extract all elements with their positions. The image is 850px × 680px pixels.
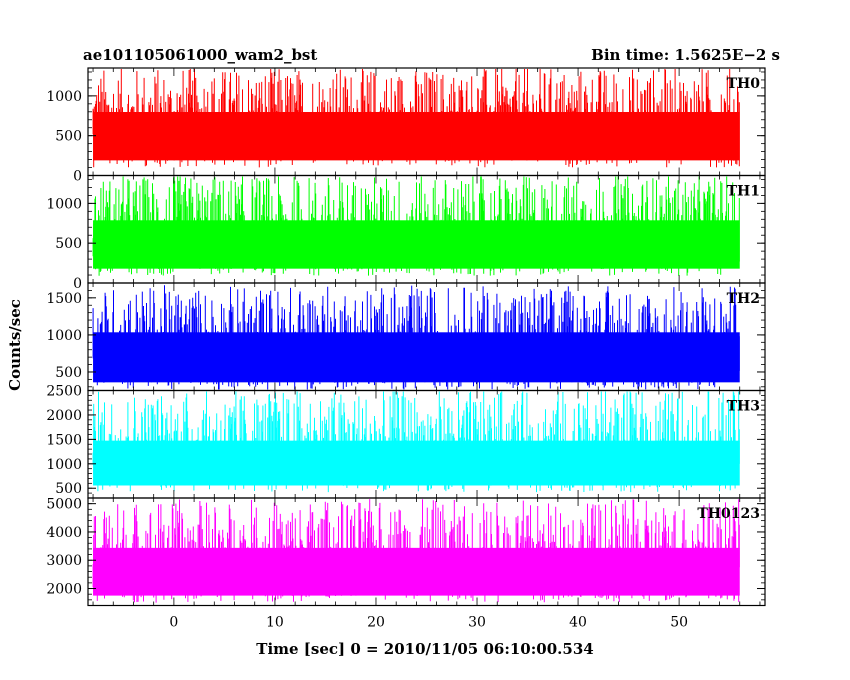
- panel-frame: [87, 497, 766, 607]
- x-tick-label: 50: [670, 615, 688, 631]
- y-tick-label: 1000: [46, 196, 82, 212]
- series-core-th0123: [93, 547, 740, 596]
- y-tick-label: 2500: [46, 384, 82, 400]
- panel-label: TH0123: [697, 506, 760, 522]
- y-tick-label: 5000: [46, 497, 82, 513]
- y-tick-label: 4000: [46, 525, 82, 541]
- chart-title-right: Bin time: 1.5625E−2 s: [591, 46, 780, 64]
- y-tick-label: 1000: [46, 89, 82, 105]
- panel-label: TH2: [727, 291, 760, 307]
- panel-th3: 500 1000 1500 2000 2500 TH3: [46, 384, 766, 499]
- y-tick-label: 500: [55, 365, 82, 381]
- y-tick-label: 500: [55, 236, 82, 252]
- y-tick-label: 1500: [46, 432, 82, 448]
- y-tick-label: 2000: [46, 582, 82, 598]
- panel-label: TH3: [727, 399, 760, 415]
- x-tick-label: 20: [367, 615, 385, 631]
- x-tick-label: 0: [169, 615, 178, 631]
- chart-title-left: ae101105061000_wam2_bst: [83, 46, 317, 64]
- y-tick-label: 500: [55, 129, 82, 145]
- y-tick-label: 0: [73, 169, 82, 185]
- y-tick-label: 1500: [46, 291, 82, 307]
- panel-th2: 500 1000 1500 TH2: [46, 282, 766, 392]
- panel-th0123: 2000 3000 4000 5000 TH0123: [46, 497, 766, 607]
- y-tick-label: 1000: [46, 457, 82, 473]
- x-tick-label: 40: [569, 615, 587, 631]
- y-tick-label: 0: [73, 276, 82, 292]
- series-core-th1: [93, 220, 740, 269]
- x-tick-label: 10: [266, 615, 284, 631]
- y-tick-label: 3000: [46, 553, 82, 569]
- y-tick-label: 2000: [46, 408, 82, 424]
- x-axis-label: Time [sec] 0 = 2010/11/05 06:10:00.534: [256, 640, 593, 658]
- panel-label: TH0: [727, 76, 761, 92]
- panel-th0: 0 500 1000 TH0: [46, 67, 766, 185]
- x-tick-label: 30: [468, 615, 486, 631]
- y-tick-label: 500: [55, 481, 82, 497]
- series-core-th2: [93, 332, 740, 383]
- y-axis-label: Counts/sec: [6, 299, 24, 391]
- panel-label: TH1: [727, 184, 760, 200]
- series-core-th3: [93, 440, 740, 486]
- panel-th1: 0 500 1000 TH1: [46, 174, 766, 292]
- y-tick-label: 1000: [46, 328, 82, 344]
- series-core-th0: [93, 111, 740, 161]
